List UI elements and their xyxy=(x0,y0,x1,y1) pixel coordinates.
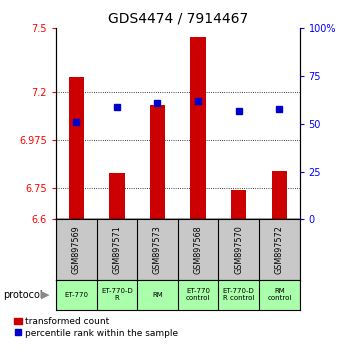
Text: RM
control: RM control xyxy=(267,288,292,301)
Bar xyxy=(109,173,125,219)
Text: GSM897569: GSM897569 xyxy=(72,225,81,274)
Text: protocol: protocol xyxy=(4,290,43,300)
Bar xyxy=(271,171,287,219)
Text: GSM897568: GSM897568 xyxy=(193,225,203,274)
Text: GSM897571: GSM897571 xyxy=(112,225,121,274)
Text: GSM897573: GSM897573 xyxy=(153,225,162,274)
Bar xyxy=(69,77,84,219)
Text: RM: RM xyxy=(152,292,163,298)
Text: ET-770
control: ET-770 control xyxy=(186,288,210,301)
Text: ET-770-D
R: ET-770-D R xyxy=(101,288,133,301)
Text: ▶: ▶ xyxy=(41,290,49,300)
Bar xyxy=(190,37,206,219)
Text: GSM897570: GSM897570 xyxy=(234,225,243,274)
Text: GSM897572: GSM897572 xyxy=(275,225,284,274)
Bar xyxy=(231,190,247,219)
Text: ET-770: ET-770 xyxy=(64,292,88,298)
Title: GDS4474 / 7914467: GDS4474 / 7914467 xyxy=(108,12,248,26)
Legend: transformed count, percentile rank within the sample: transformed count, percentile rank withi… xyxy=(14,317,178,337)
Bar xyxy=(150,105,165,219)
Text: ET-770-D
R control: ET-770-D R control xyxy=(223,288,255,301)
